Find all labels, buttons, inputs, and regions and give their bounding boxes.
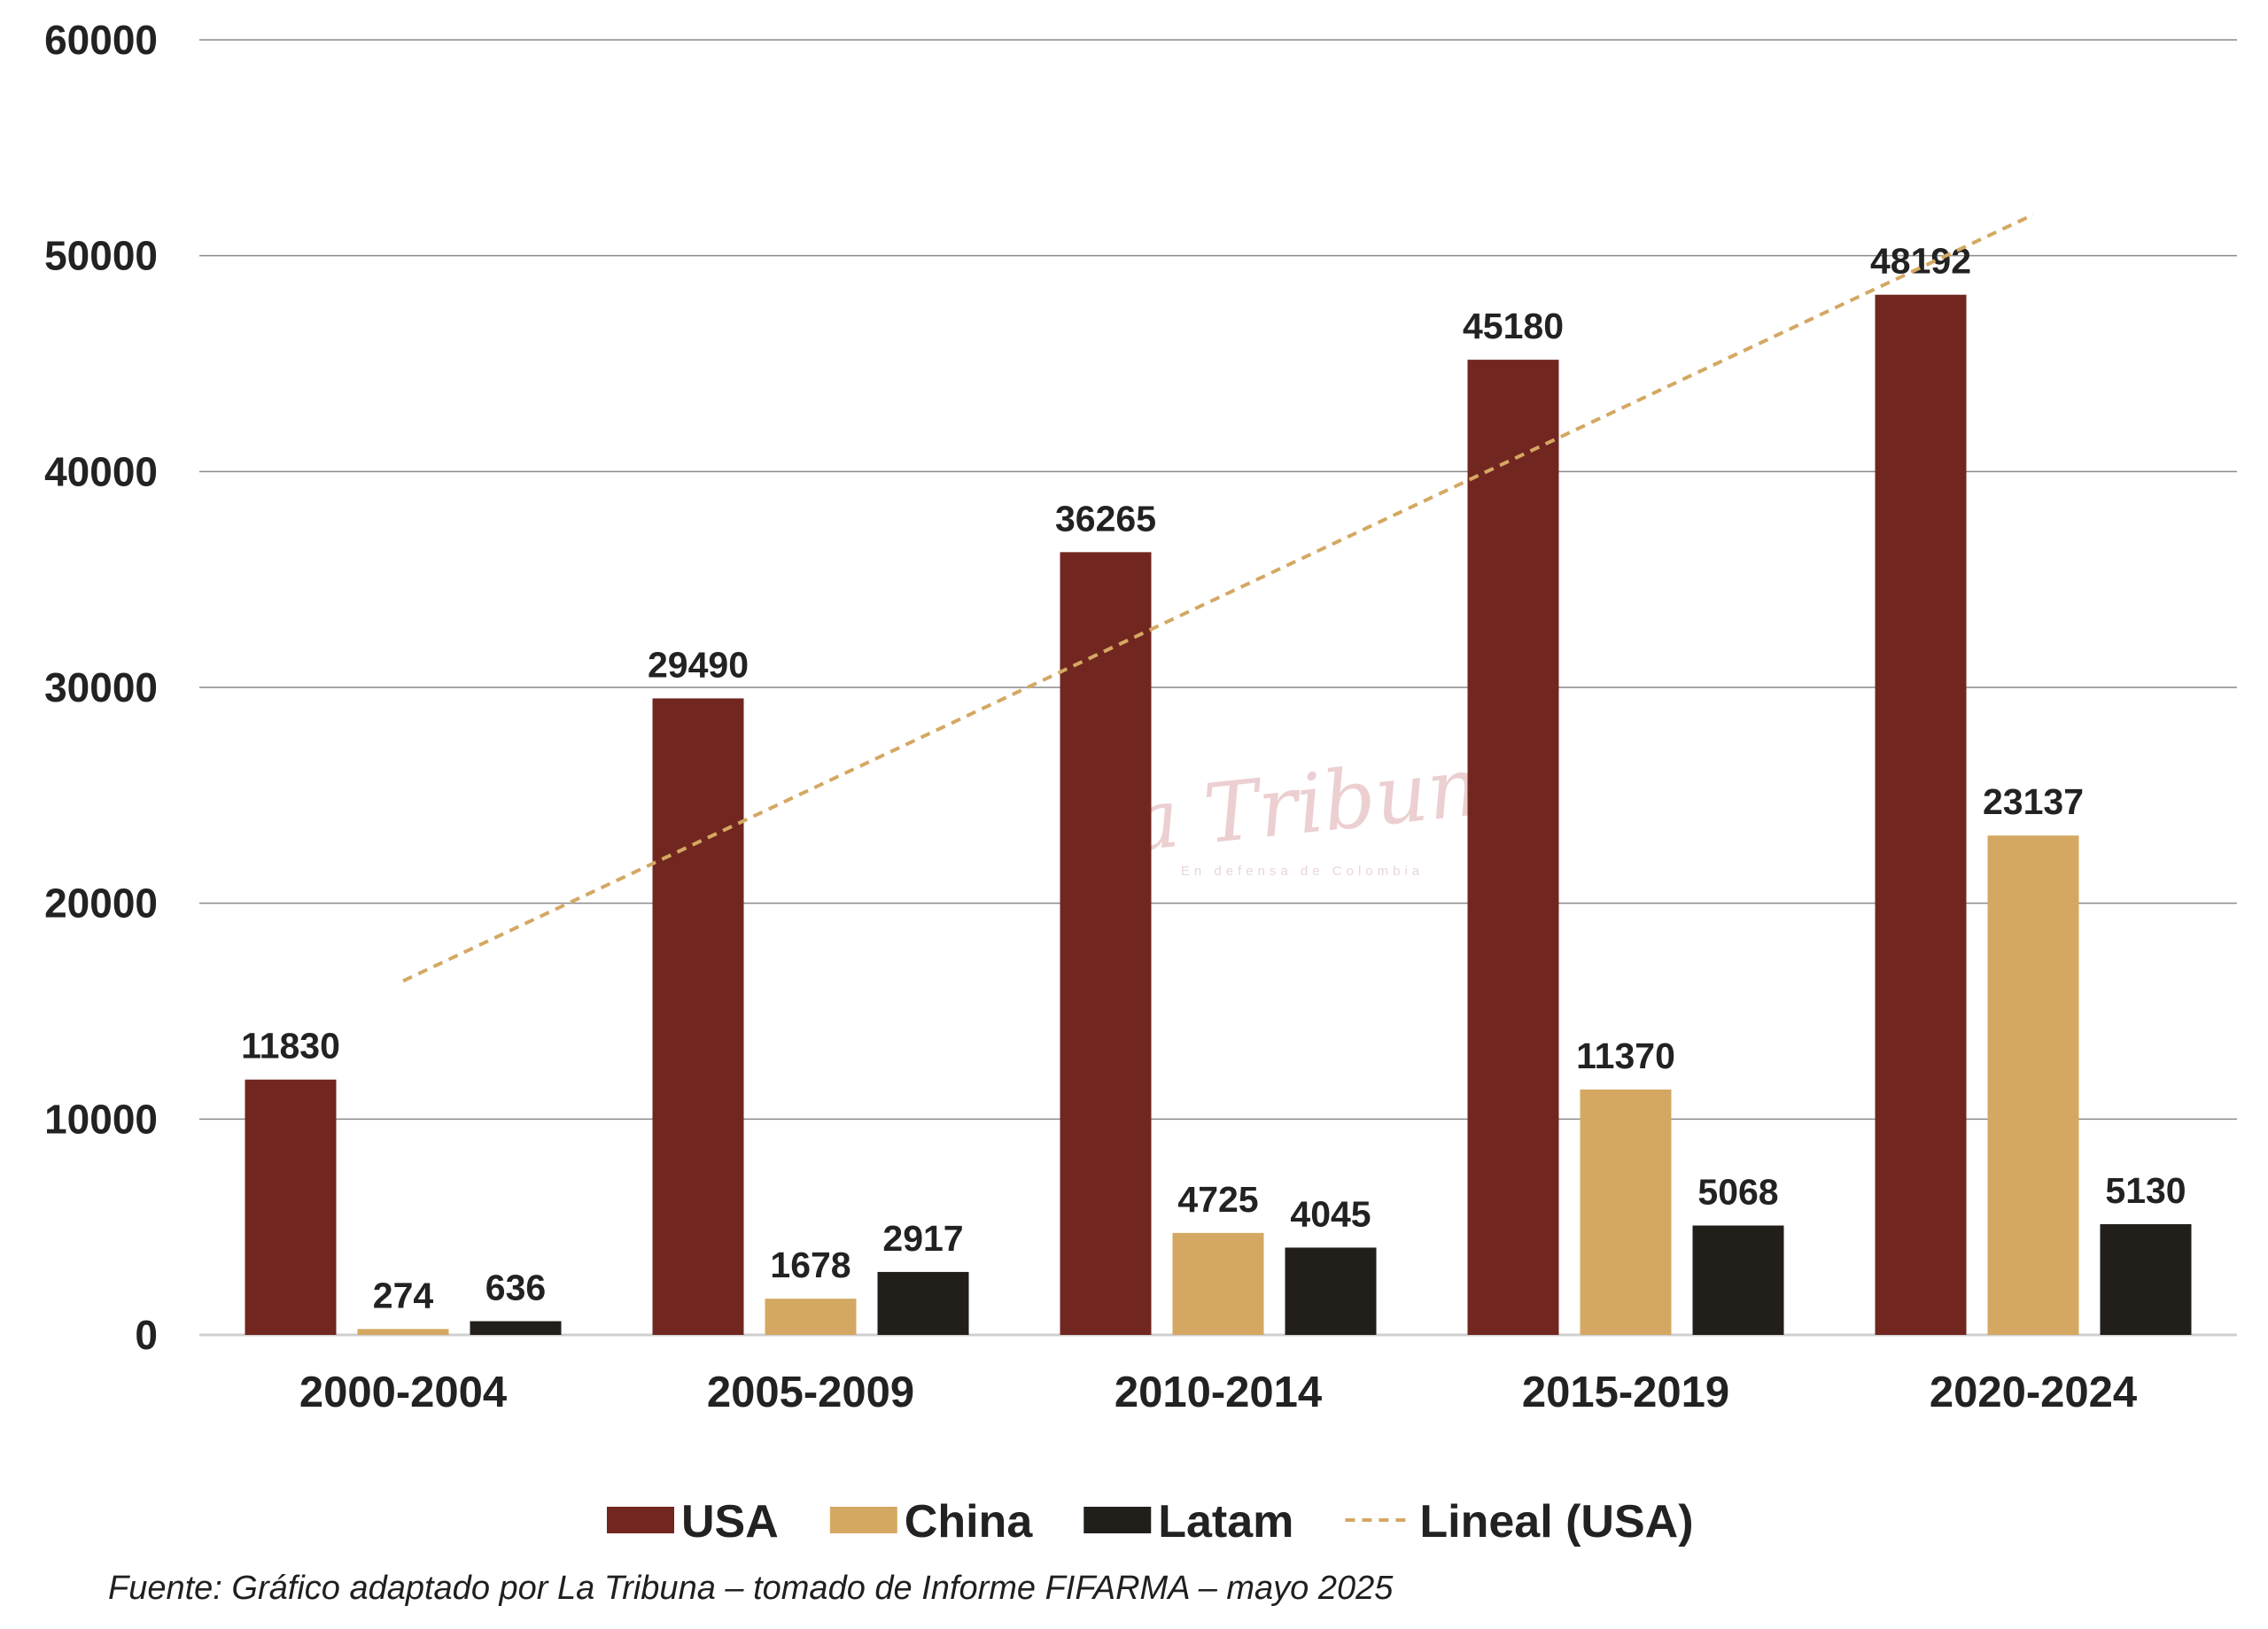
bar-latam-2000-2004 xyxy=(470,1321,562,1335)
data-label: 36265 xyxy=(1055,498,1156,539)
y-tick-label: 10000 xyxy=(44,1096,158,1142)
legend-swatch-latam xyxy=(1084,1507,1152,1533)
bar-usa-2005-2009 xyxy=(652,698,744,1335)
y-tick-label: 50000 xyxy=(44,233,158,279)
data-label: 636 xyxy=(485,1268,546,1308)
data-label: 11830 xyxy=(241,1026,340,1067)
y-axis: 0 10000 20000 30000 40000 50000 60000 xyxy=(44,17,158,1358)
data-label: 23137 xyxy=(1983,781,2084,822)
trendline xyxy=(402,213,2034,983)
bar-latam-2010-2014 xyxy=(1285,1247,1377,1335)
bar-china-2010-2014 xyxy=(1172,1232,1264,1335)
data-label: 274 xyxy=(373,1275,434,1315)
y-tick-label: 40000 xyxy=(44,448,158,494)
bar-usa-2000-2004 xyxy=(245,1079,337,1335)
bar-china-2000-2004 xyxy=(357,1329,449,1335)
data-label: 45180 xyxy=(1463,306,1564,346)
data-label: 11370 xyxy=(1576,1036,1675,1076)
y-tick-label: 20000 xyxy=(44,880,158,927)
bar-latam-2005-2009 xyxy=(877,1271,969,1335)
data-label: 5068 xyxy=(1697,1172,1778,1213)
legend-label-usa: USA xyxy=(681,1496,779,1548)
legend-label-latam: Latam xyxy=(1158,1496,1293,1548)
bar-usa-2020-2024 xyxy=(1875,294,1967,1336)
data-label: 1678 xyxy=(770,1245,850,1285)
bar-china-2020-2024 xyxy=(1987,835,2079,1335)
y-tick-label: 0 xyxy=(135,1312,158,1358)
data-label: 29490 xyxy=(648,644,749,685)
bar-usa-2010-2014 xyxy=(1060,552,1152,1335)
data-label: 5130 xyxy=(2105,1170,2186,1211)
x-tick-label: 2020-2024 xyxy=(1930,1369,2137,1416)
bars xyxy=(245,294,2192,1336)
bar-china-2015-2019 xyxy=(1580,1089,1672,1335)
x-tick-label: 2000-2004 xyxy=(299,1369,507,1416)
bar-usa-2015-2019 xyxy=(1467,360,1559,1335)
source-note: Fuente: Gráfico adaptado por La Tribuna … xyxy=(108,1570,1394,1607)
legend: USA China Latam Lineal (USA) xyxy=(607,1496,1694,1548)
y-tick-label: 30000 xyxy=(44,664,158,710)
bar-china-2005-2009 xyxy=(765,1299,857,1335)
x-tick-label: 2010-2014 xyxy=(1115,1369,1322,1416)
data-label: 48192 xyxy=(1870,241,1971,282)
legend-swatch-usa xyxy=(607,1507,674,1533)
data-label: 4725 xyxy=(1177,1179,1258,1220)
legend-label-china: China xyxy=(905,1496,1034,1548)
bar-latam-2015-2019 xyxy=(1692,1225,1784,1335)
x-axis: 2000-2004 2005-2009 2010-2014 2015-2019 2020… xyxy=(299,1369,2137,1416)
data-labels: 11830 274 636 29490 1678 2917 36265 4725 4045 451… xyxy=(241,241,2186,1316)
legend-label-trendline: Lineal (USA) xyxy=(1419,1496,1693,1548)
x-tick-label: 2005-2009 xyxy=(707,1369,914,1416)
bar-latam-2020-2024 xyxy=(2100,1223,2192,1335)
watermark-tagline: En defensa de Colombia xyxy=(1181,864,1424,879)
x-tick-label: 2015-2019 xyxy=(1522,1369,1729,1416)
y-tick-label: 60000 xyxy=(44,17,158,63)
data-label: 4045 xyxy=(1290,1193,1371,1234)
data-label: 2917 xyxy=(882,1218,963,1259)
legend-swatch-china xyxy=(829,1507,897,1533)
trendline-usa xyxy=(402,213,2034,983)
